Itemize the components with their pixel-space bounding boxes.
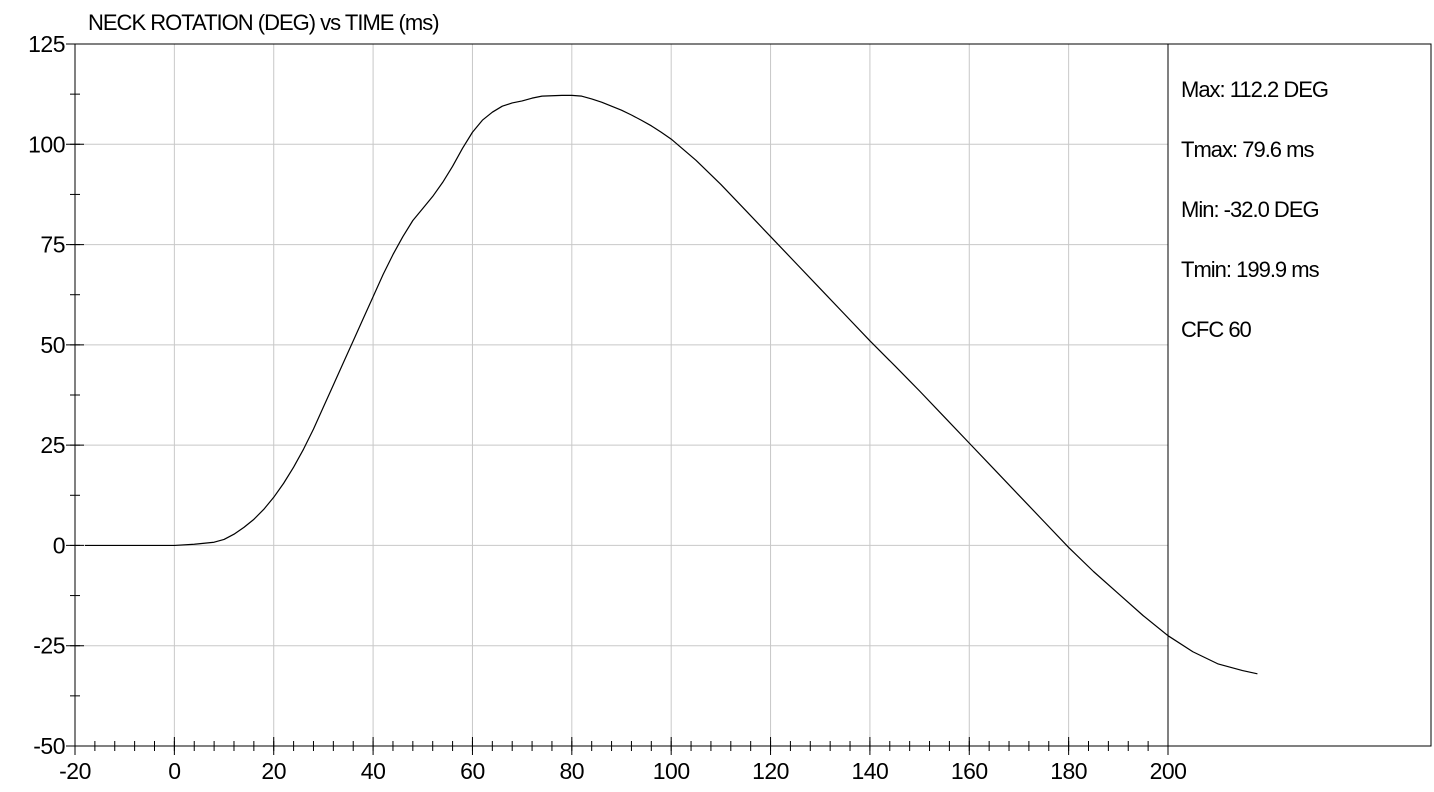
x-tick-label: 20 (261, 758, 286, 784)
stat-line: Min: -32.0 DEG (1181, 197, 1319, 222)
y-tick-label: 50 (40, 332, 65, 358)
stat-line: Tmin: 199.9 ms (1181, 257, 1320, 282)
axis-ticks (66, 43, 1169, 755)
y-tick-label: 0 (53, 532, 65, 558)
y-tick-label: -50 (33, 733, 65, 759)
tick-labels: -20 0 20 40 60 80 100 120 140 160 180 200 -50 -25 0 25 5… (28, 31, 1187, 784)
grid (75, 44, 1168, 746)
x-tick-label: 200 (1150, 758, 1187, 784)
x-tick-label: -20 (59, 758, 91, 784)
x-tick-label: 120 (752, 758, 789, 784)
x-tick-label: 60 (460, 758, 485, 784)
y-tick-label: 75 (40, 232, 65, 258)
y-tick-label: -25 (33, 633, 65, 659)
x-tick-label: 140 (851, 758, 888, 784)
chart-title: NECK ROTATION (DEG) vs TIME (ms) (88, 10, 439, 35)
stats-panel (1167, 43, 1432, 747)
y-tick-label: 100 (28, 131, 65, 157)
x-tick-label: 180 (1050, 758, 1087, 784)
stat-line: Max: 112.2 DEG (1181, 77, 1328, 102)
y-tick-label: 25 (40, 432, 65, 458)
y-tick-label: 125 (28, 31, 65, 57)
x-tick-label: 80 (560, 758, 585, 784)
series-layer (84, 94, 1258, 675)
stat-line: Tmax: 79.6 ms (1181, 137, 1314, 162)
stat-line: CFC 60 (1181, 317, 1252, 342)
x-tick-label: 160 (951, 758, 988, 784)
x-tick-label: 0 (168, 758, 180, 784)
plot-frame (74, 43, 1169, 747)
stats-text: Max: 112.2 DEG Tmax: 79.6 ms Min: -32.0 DE… (1181, 77, 1329, 342)
x-tick-label: 40 (361, 758, 386, 784)
x-tick-label: 100 (653, 758, 690, 784)
series-line (84, 94, 1258, 675)
